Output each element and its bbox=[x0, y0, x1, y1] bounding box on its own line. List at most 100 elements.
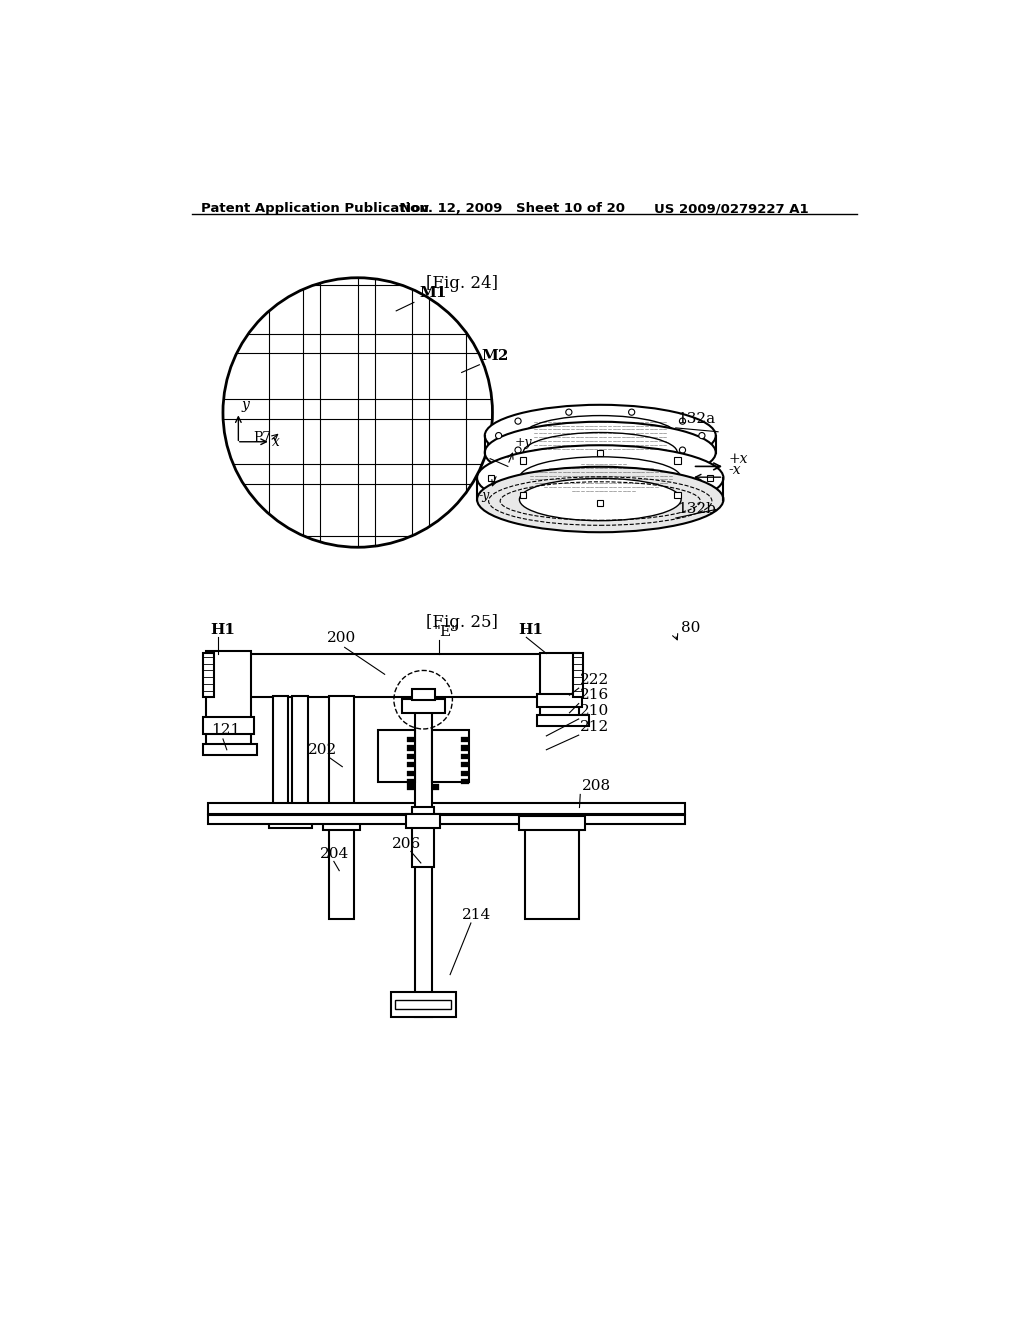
Bar bbox=[487, 475, 494, 480]
Bar bbox=[407, 776, 415, 781]
Text: 210: 210 bbox=[581, 704, 609, 718]
Ellipse shape bbox=[484, 405, 716, 466]
Text: "E": "E" bbox=[433, 624, 459, 639]
Text: Nov. 12, 2009: Nov. 12, 2009 bbox=[400, 202, 503, 215]
Bar bbox=[407, 779, 415, 784]
Bar bbox=[323, 816, 360, 830]
Bar bbox=[432, 767, 439, 774]
Bar bbox=[541, 653, 579, 721]
Bar bbox=[395, 1001, 451, 1010]
Bar bbox=[304, 290, 321, 535]
Text: 214: 214 bbox=[462, 908, 490, 923]
Bar bbox=[407, 742, 415, 747]
Text: 200: 200 bbox=[327, 631, 356, 645]
Bar bbox=[675, 458, 681, 463]
Bar bbox=[524, 818, 579, 919]
Bar bbox=[407, 754, 415, 759]
Circle shape bbox=[515, 447, 521, 453]
Bar bbox=[407, 751, 415, 756]
Bar bbox=[203, 718, 254, 734]
Text: 132a: 132a bbox=[677, 412, 716, 425]
Bar bbox=[518, 816, 585, 830]
Bar bbox=[407, 737, 415, 742]
Text: Patent Application Publication: Patent Application Publication bbox=[202, 202, 429, 215]
Text: [Fig. 25]: [Fig. 25] bbox=[426, 614, 498, 631]
Bar bbox=[401, 700, 444, 713]
Text: US 2009/0279227 A1: US 2009/0279227 A1 bbox=[654, 202, 809, 215]
Bar bbox=[203, 744, 257, 755]
Ellipse shape bbox=[523, 433, 677, 473]
Bar bbox=[407, 814, 440, 829]
Bar bbox=[520, 458, 526, 463]
Bar bbox=[461, 779, 469, 784]
Bar bbox=[391, 993, 456, 1016]
Circle shape bbox=[515, 418, 521, 424]
Text: x: x bbox=[272, 434, 281, 449]
Bar bbox=[245, 466, 471, 486]
Circle shape bbox=[679, 418, 686, 424]
Bar bbox=[246, 335, 469, 355]
Text: y: y bbox=[242, 399, 249, 412]
Text: 222: 222 bbox=[581, 673, 609, 686]
Bar bbox=[520, 492, 526, 499]
Text: M1: M1 bbox=[419, 286, 446, 300]
Text: 212: 212 bbox=[581, 721, 609, 734]
Bar bbox=[208, 816, 685, 825]
Text: 216: 216 bbox=[581, 688, 609, 702]
Ellipse shape bbox=[484, 422, 716, 483]
Ellipse shape bbox=[519, 478, 681, 520]
Bar bbox=[407, 784, 415, 789]
Text: H1: H1 bbox=[211, 623, 236, 638]
Bar bbox=[597, 450, 603, 457]
Bar bbox=[360, 282, 377, 543]
Bar bbox=[214, 653, 578, 697]
Bar bbox=[416, 301, 432, 524]
Bar bbox=[461, 762, 469, 767]
Bar bbox=[292, 696, 307, 818]
Text: -y: -y bbox=[478, 488, 489, 502]
Bar bbox=[461, 744, 469, 751]
Bar bbox=[432, 784, 439, 789]
Bar bbox=[597, 499, 603, 506]
Bar bbox=[432, 734, 439, 739]
Bar bbox=[415, 697, 432, 1016]
Circle shape bbox=[629, 455, 635, 462]
Bar bbox=[227, 401, 487, 420]
Ellipse shape bbox=[477, 445, 724, 511]
Bar bbox=[538, 693, 582, 708]
Bar bbox=[461, 771, 469, 776]
Ellipse shape bbox=[477, 467, 724, 532]
Bar bbox=[432, 751, 439, 756]
Text: 132b: 132b bbox=[677, 502, 716, 516]
Ellipse shape bbox=[223, 277, 493, 548]
Ellipse shape bbox=[223, 277, 493, 548]
Bar bbox=[407, 771, 415, 776]
Bar bbox=[407, 762, 415, 767]
Bar bbox=[413, 807, 434, 867]
Text: 121: 121 bbox=[211, 723, 241, 738]
Bar bbox=[273, 696, 289, 818]
Text: P7: P7 bbox=[254, 430, 272, 445]
Bar bbox=[330, 696, 354, 919]
Bar bbox=[407, 734, 415, 739]
Circle shape bbox=[679, 447, 686, 453]
Circle shape bbox=[566, 455, 572, 462]
Bar bbox=[707, 475, 713, 480]
Bar bbox=[538, 715, 590, 726]
Circle shape bbox=[496, 433, 502, 438]
Text: 80: 80 bbox=[681, 620, 700, 635]
Bar bbox=[412, 689, 435, 700]
Ellipse shape bbox=[523, 416, 677, 455]
Circle shape bbox=[566, 409, 572, 416]
Bar bbox=[432, 776, 439, 781]
Bar bbox=[675, 492, 681, 499]
Bar bbox=[203, 653, 214, 697]
Text: M2: M2 bbox=[481, 350, 508, 363]
Text: -x: -x bbox=[728, 463, 740, 477]
Bar bbox=[432, 730, 469, 781]
Text: 202: 202 bbox=[307, 743, 337, 756]
Circle shape bbox=[629, 409, 635, 416]
Text: 206: 206 bbox=[392, 837, 422, 850]
Text: 208: 208 bbox=[582, 779, 611, 793]
Text: 204: 204 bbox=[319, 846, 349, 861]
